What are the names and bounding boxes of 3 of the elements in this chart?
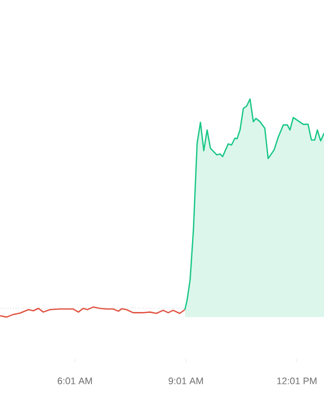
x-tick-label: 12:01 PM	[277, 378, 316, 384]
x-tick-label: 9:01 AM	[168, 378, 203, 384]
x-tick-label: 6:01 AM	[58, 378, 92, 384]
